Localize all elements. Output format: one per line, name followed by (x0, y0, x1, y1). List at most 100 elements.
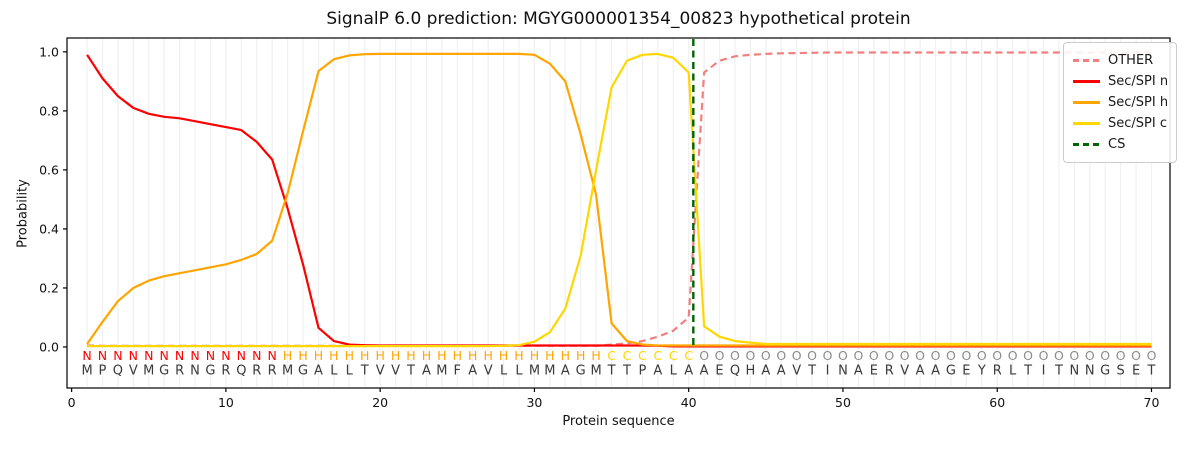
residue-class-letter: O (1069, 348, 1079, 363)
residue-class-letter: H (545, 348, 554, 363)
legend-line-sample (1073, 122, 1100, 125)
residue-class-letter: H (298, 348, 307, 363)
sequence-letter: V (900, 364, 909, 379)
residue-class-letter: H (468, 348, 477, 363)
sequence-letter: M (529, 364, 540, 379)
sequence-letter: G (1100, 364, 1110, 379)
residue-class-letter: C (669, 348, 678, 363)
sequence-letter: A (561, 364, 570, 379)
series-line-sec-spi-n (86, 54, 1152, 348)
x-tick-label: 10 (218, 395, 234, 410)
sequence-letter: G (159, 364, 169, 379)
residue-class-letter: C (607, 348, 616, 363)
sequence-letter: Q (113, 364, 123, 379)
residue-class-letter: N (252, 348, 261, 363)
residue-class-letter: N (160, 348, 169, 363)
residue-class-letter: C (653, 348, 662, 363)
residue-class-letter: O (961, 348, 971, 363)
residue-class-letter: O (715, 348, 725, 363)
sequence-letter: E (715, 364, 723, 379)
legend-item-sec-spi-c: Sec/SPI c (1073, 113, 1167, 134)
sequence-letter: A (916, 364, 925, 379)
sequence-letter: R (175, 364, 184, 379)
x-tick-label: 0 (68, 395, 76, 410)
sequence-letter: A (700, 364, 709, 379)
sequence-letter: T (807, 364, 816, 379)
sequence-letter: A (761, 364, 770, 379)
sequence-letter: A (777, 364, 786, 379)
chart-title: SignalP 6.0 prediction: MGYG000001354_00… (326, 9, 911, 29)
residue-class-letter: O (884, 348, 894, 363)
legend-line-sample (1073, 80, 1100, 83)
residue-class-letter: C (623, 348, 632, 363)
residue-class-letter: H (422, 348, 431, 363)
residue-class-letter: H (591, 348, 600, 363)
x-axis-label: Protein sequence (562, 414, 675, 429)
sequence-letter: N (190, 364, 200, 379)
sequence-letter: T (1147, 364, 1156, 379)
legend-line-sample (1073, 143, 1100, 146)
residue-class-letter: O (1131, 348, 1141, 363)
residue-class-letter: H (499, 348, 508, 363)
sequence-letter: R (221, 364, 230, 379)
sequence-letter: E (962, 364, 970, 379)
sequence-letter: I (826, 364, 830, 379)
x-tick-label: 30 (526, 395, 542, 410)
residue-class-letter: O (977, 348, 987, 363)
residue-class-letter: O (792, 348, 802, 363)
residue-class-letter: N (144, 348, 153, 363)
residue-class-letter: N (98, 348, 107, 363)
sequence-letter: G (298, 364, 308, 379)
residue-class-letter: H (391, 348, 400, 363)
residue-class-letter: N (129, 348, 138, 363)
legend-item-sec-spi-n: Sec/SPI n (1073, 71, 1169, 92)
legend-item-other: OTHER (1073, 50, 1167, 71)
sequence-letter: A (314, 364, 323, 379)
legend-label: Sec/SPI n (1108, 74, 1169, 89)
sequence-letter: A (653, 364, 662, 379)
sequence-letter: A (931, 364, 940, 379)
sequence-letter: G (946, 364, 956, 379)
sequence-letter: L (1009, 364, 1017, 379)
sequence-letter: P (99, 364, 107, 379)
plot-frame (66, 37, 1171, 389)
residue-class-letter: O (1054, 348, 1064, 363)
sequence-letter: E (870, 364, 878, 379)
sequence-letter: T (622, 364, 631, 379)
sequence-letter: S (1117, 364, 1125, 379)
sequence-letter: V (376, 364, 385, 379)
series-line-sec-spi-c (87, 52, 1152, 348)
legend-item-sec-spi-h: Sec/SPI h (1073, 92, 1168, 113)
sequence-letter: F (454, 364, 461, 379)
residue-class-letter: O (1039, 348, 1049, 363)
residue-class-letter: N (82, 348, 91, 363)
sequence-letter: V (391, 364, 400, 379)
residue-class-letter: O (1147, 348, 1157, 363)
residue-class-letter: O (1008, 348, 1018, 363)
residue-class-letter: H (483, 348, 492, 363)
series-line-sec-spi-h (86, 52, 1152, 347)
sequence-letter: E (1132, 364, 1140, 379)
residue-class-letter: O (869, 348, 879, 363)
legend: OTHER Sec/SPI n Sec/SPI h Sec/SPI c CS (1063, 42, 1177, 163)
residue-class-letter: N (237, 348, 246, 363)
legend-label: CS (1108, 137, 1126, 152)
residue-class-letter: O (823, 348, 833, 363)
sequence-letter: P (638, 364, 646, 379)
y-tick-label: 0.8 (39, 103, 59, 118)
residue-class-letter: O (931, 348, 941, 363)
sequence-letter: G (205, 364, 215, 379)
residue-class-letter: O (992, 348, 1002, 363)
residue-class-letter: N (175, 348, 184, 363)
sequence-letter: I (1042, 364, 1046, 379)
residue-class-letter: O (838, 348, 848, 363)
sequence-letter: M (544, 364, 555, 379)
sequence-letter: M (81, 364, 92, 379)
x-tick-label: 40 (681, 395, 697, 410)
sequence-letter: M (436, 364, 447, 379)
legend-label: Sec/SPI c (1108, 116, 1167, 131)
legend-label: OTHER (1108, 53, 1154, 68)
residue-class-letter: O (1023, 348, 1033, 363)
